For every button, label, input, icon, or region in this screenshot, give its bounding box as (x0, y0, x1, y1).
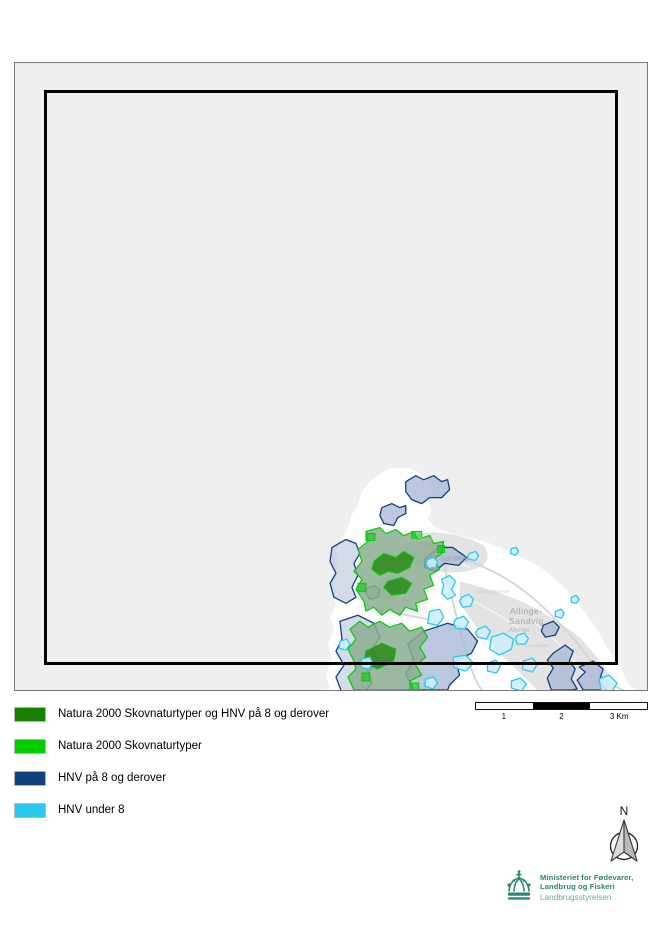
legend-label: HNV under 8 (58, 804, 125, 816)
natura2000-polygon (361, 672, 371, 682)
place-label: Sandfloen (406, 537, 434, 543)
legend-item-natura2000: Natura 2000 Skovnaturtyper (14, 737, 202, 755)
hnv-under8-polygon (424, 676, 439, 690)
hnv-under8-polygon (466, 550, 480, 562)
place-label: Løsebæk (525, 643, 548, 649)
north-label: N (619, 804, 629, 818)
layer-natura2000-skovnaturtyper (347, 526, 446, 690)
ministry-logo: Ministeriet for Fødevarer, Landbrug og F… (505, 869, 633, 904)
place-label: Sandvig (441, 555, 469, 562)
legend-item-natura2000-og-hnv8: Natura 2000 Skovnaturtyper og HNV på 8 o… (14, 705, 329, 723)
scalebar-label: 1 (501, 712, 507, 721)
map-area: Sandfloen Sandvig Grønbjerne Allinge- Sa… (14, 62, 648, 691)
hnv8-polygon (405, 475, 451, 505)
hnv8-polygon (546, 644, 578, 690)
map-canvas: Sandfloen Sandvig Grønbjerne Allinge- Sa… (320, 467, 636, 690)
legend-item-hnv8: HNV på 8 og derover (14, 769, 166, 787)
hnv8-polygon (540, 620, 560, 638)
hnv-under8-polygon (554, 608, 565, 619)
place-label: Allinge- (510, 606, 543, 616)
logo-line-3: Landbrugsstyrelsen (540, 892, 612, 902)
hnv-under8-polygon (338, 638, 351, 651)
north-needle-icon (609, 819, 639, 862)
legend-swatch-navy (14, 770, 46, 786)
hnv-under8-polygon (510, 677, 528, 690)
hnv8-polygon (329, 538, 361, 604)
legend-swatch-darkgreen (14, 706, 46, 722)
place-labels: Sandfloen Sandvig Grønbjerne Allinge- Sa… (406, 537, 548, 649)
natura2000-polygon (365, 533, 376, 541)
map-frame (44, 90, 618, 665)
logo-line-2: Landbrug og Fiskeri (540, 882, 615, 892)
hnv-under8-polygon (425, 556, 439, 570)
scalebar: 1 2 3 Km (475, 702, 648, 721)
scalebar-segment (476, 703, 533, 709)
place-label: Grønbjerne (478, 589, 510, 595)
natura2000-polygon (357, 582, 367, 592)
hnv-under8-polygon (441, 574, 457, 600)
crown-icon (507, 870, 531, 900)
hnv-under8-polygon (458, 593, 475, 608)
logo-line-1: Ministeriet for Fødevarer, (540, 873, 634, 882)
hnv-under8-polygon (474, 625, 492, 640)
legend-item-hnv-under8: HNV under 8 (14, 801, 124, 819)
scalebar-segment (590, 703, 647, 709)
hnv-under8-polygon (514, 632, 530, 645)
scalebar-label: 3 Km (609, 712, 629, 721)
hnv-under8-polygon (521, 657, 538, 673)
legend-swatch-brightgreen (14, 738, 46, 754)
natura2000-hnv8-polygon (383, 576, 413, 596)
hnv-under8-polygon (570, 594, 580, 604)
natura2000-hnv8-polygon (371, 550, 415, 576)
hnv8-polygon (379, 502, 407, 527)
natura2000-polygon (437, 544, 446, 553)
place-label: Allinge (509, 628, 530, 634)
legend-label: HNV på 8 og derover (58, 772, 167, 784)
hnv-under8-polygon (488, 632, 515, 656)
hnv-under8-polygon (509, 546, 520, 557)
scalebar-bar (475, 702, 648, 710)
hnv-under8-polygon (452, 615, 470, 630)
place-label: Sandvig (509, 616, 544, 626)
legend-label: Natura 2000 Skovnaturtyper (58, 740, 202, 752)
logo-text: Ministeriet for Fødevarer, Landbrug og F… (540, 869, 633, 904)
natura2000-polygon (411, 531, 423, 539)
north-arrow: N (600, 804, 648, 864)
scalebar-segment (533, 703, 590, 709)
scalebar-label: 2 (559, 712, 564, 721)
natura2000-polygon (409, 682, 420, 690)
legend-swatch-cyan (14, 802, 46, 818)
scalebar-labels: 1 2 3 Km (475, 712, 648, 721)
hnv8-polygon (576, 660, 608, 690)
legend-label: Natura 2000 Skovnaturtyper og HNV på 8 o… (58, 708, 330, 720)
hnv-under8-polygon (598, 674, 618, 690)
hnv-under8-polygon (427, 608, 445, 626)
